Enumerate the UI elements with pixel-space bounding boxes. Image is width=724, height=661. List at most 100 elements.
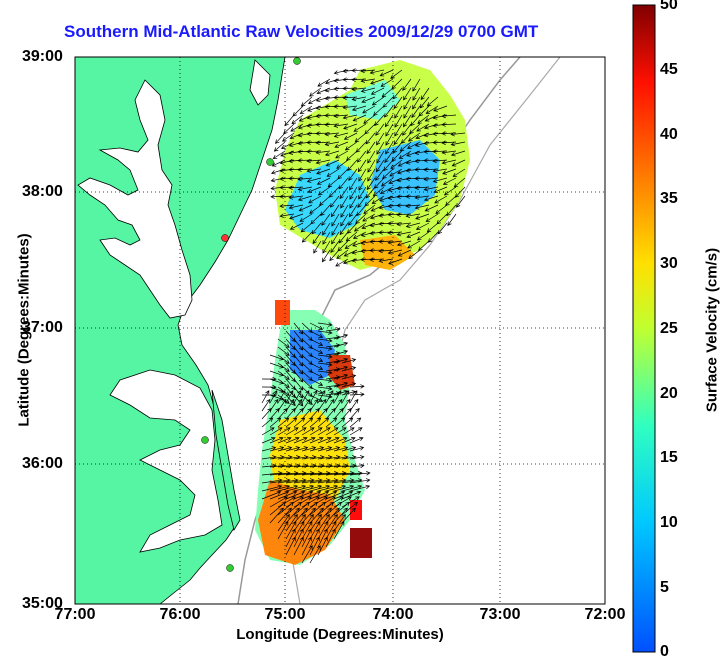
velocity-arrow <box>441 159 457 165</box>
velocity-arrow <box>376 141 385 155</box>
velocity-arrow <box>285 417 298 428</box>
velocity-arrow <box>341 366 357 372</box>
velocity-arrow <box>317 471 339 476</box>
velocity-arrow <box>288 185 304 190</box>
velocity-arrow <box>309 204 322 214</box>
velocity-arrow <box>309 330 324 338</box>
velocity-arrow <box>317 490 338 500</box>
velocity-arrow <box>403 96 412 110</box>
velocity-arrow <box>309 322 324 330</box>
velocity-arrow <box>396 194 412 199</box>
velocity-arrow <box>406 231 421 239</box>
velocity-arrow <box>282 132 295 142</box>
velocity-arrow <box>331 213 340 227</box>
velocity-arrow <box>301 446 317 452</box>
y-axis-label: Latitude (Degrees:Minutes) <box>15 233 33 427</box>
velocity-arrow <box>434 195 448 204</box>
velocity-arrow <box>343 123 358 130</box>
velocity-arrow <box>315 159 331 165</box>
velocity-arrow <box>317 463 333 469</box>
velocity-arrow <box>279 213 295 218</box>
velocity-arrow <box>433 186 448 194</box>
land-mass <box>75 57 286 604</box>
velocity-arrow <box>371 195 385 204</box>
velocity-arrow <box>432 114 448 120</box>
velocity-arrow <box>285 528 296 548</box>
velocity-arrow <box>301 496 320 508</box>
velocity-arrow <box>378 258 394 263</box>
velocity-arrow <box>322 222 331 236</box>
velocity-arrow <box>309 427 323 436</box>
velocity-arrow <box>269 496 288 508</box>
velocity-arrow <box>362 105 376 114</box>
x-tick-label: 76:00 <box>159 606 201 623</box>
velocity-arrow <box>451 159 466 167</box>
velocity-arrow <box>309 536 320 556</box>
velocity-arrow <box>412 78 421 92</box>
velocity-arrow <box>309 496 328 508</box>
velocity-arrow <box>285 330 296 343</box>
velocity-arrow <box>317 354 333 359</box>
velocity-arrow <box>285 484 307 492</box>
velocity-arrow <box>306 168 322 173</box>
velocity-arrow <box>333 357 349 364</box>
velocity-arrow <box>407 132 421 142</box>
velocity-arrow <box>300 96 313 107</box>
velocity-arrow <box>426 96 439 107</box>
velocity-arrow <box>385 141 394 155</box>
velocity-arrow <box>333 490 354 500</box>
velocity-arrow <box>333 507 348 524</box>
velocity-arrow <box>270 194 286 199</box>
velocity-arrow <box>387 230 403 235</box>
velocity-arrow <box>313 240 322 254</box>
velocity-arrow <box>349 417 362 428</box>
velocity-arrow <box>426 222 439 233</box>
velocity-arrow <box>317 436 332 444</box>
velocity-arrow <box>442 168 457 175</box>
velocity-arrow <box>300 222 313 233</box>
velocity-arrow <box>309 390 318 404</box>
velocity-arrow <box>335 258 349 267</box>
velocity-arrow <box>349 195 358 209</box>
velocity-arrow <box>387 212 403 217</box>
velocity-arrow <box>351 249 367 255</box>
velocity-arrow <box>301 471 323 476</box>
velocity-arrow <box>423 149 439 154</box>
radar-station-marker <box>226 564 234 572</box>
velocity-arrow <box>290 123 304 132</box>
velocity-arrow <box>317 520 329 540</box>
velocity-arrow <box>342 95 358 100</box>
radar-station-marker <box>293 57 301 65</box>
velocity-arrow <box>370 78 385 85</box>
velocity-arrow <box>341 390 350 404</box>
velocity-arrow <box>277 501 294 516</box>
x-axis-label: Longitude (Degrees:Minutes) <box>236 626 444 643</box>
velocity-arrow <box>285 436 300 444</box>
velocity-arrow <box>396 231 412 237</box>
velocity-arrow <box>333 427 347 436</box>
x-tick-label: 74:00 <box>372 606 414 623</box>
velocity-arrow <box>393 96 403 110</box>
velocity-arrow <box>367 159 376 173</box>
velocity-arrow <box>309 513 322 532</box>
velocity-arrow <box>349 390 358 404</box>
velocity-arrow <box>301 536 312 556</box>
velocity-arrow <box>307 105 322 112</box>
velocity-arrow <box>447 213 457 226</box>
velocity-arrow <box>341 507 356 524</box>
velocity-arrow <box>261 490 282 500</box>
velocity-arrow <box>325 501 342 516</box>
velocity-arrow <box>293 507 308 524</box>
velocity-arrow <box>321 213 331 226</box>
velocity-arrow <box>325 513 338 532</box>
velocity-arrow <box>327 177 340 188</box>
velocity-arrow <box>341 358 357 364</box>
velocity-arrow <box>285 520 297 540</box>
velocity-arrow <box>331 231 340 245</box>
velocity-arrow <box>279 185 295 190</box>
velocity-arrow <box>279 203 295 209</box>
velocity-arrow <box>369 239 385 244</box>
velocity-arrow <box>387 249 403 255</box>
velocity-arrow <box>297 186 313 192</box>
velocity-arrow <box>325 407 336 420</box>
